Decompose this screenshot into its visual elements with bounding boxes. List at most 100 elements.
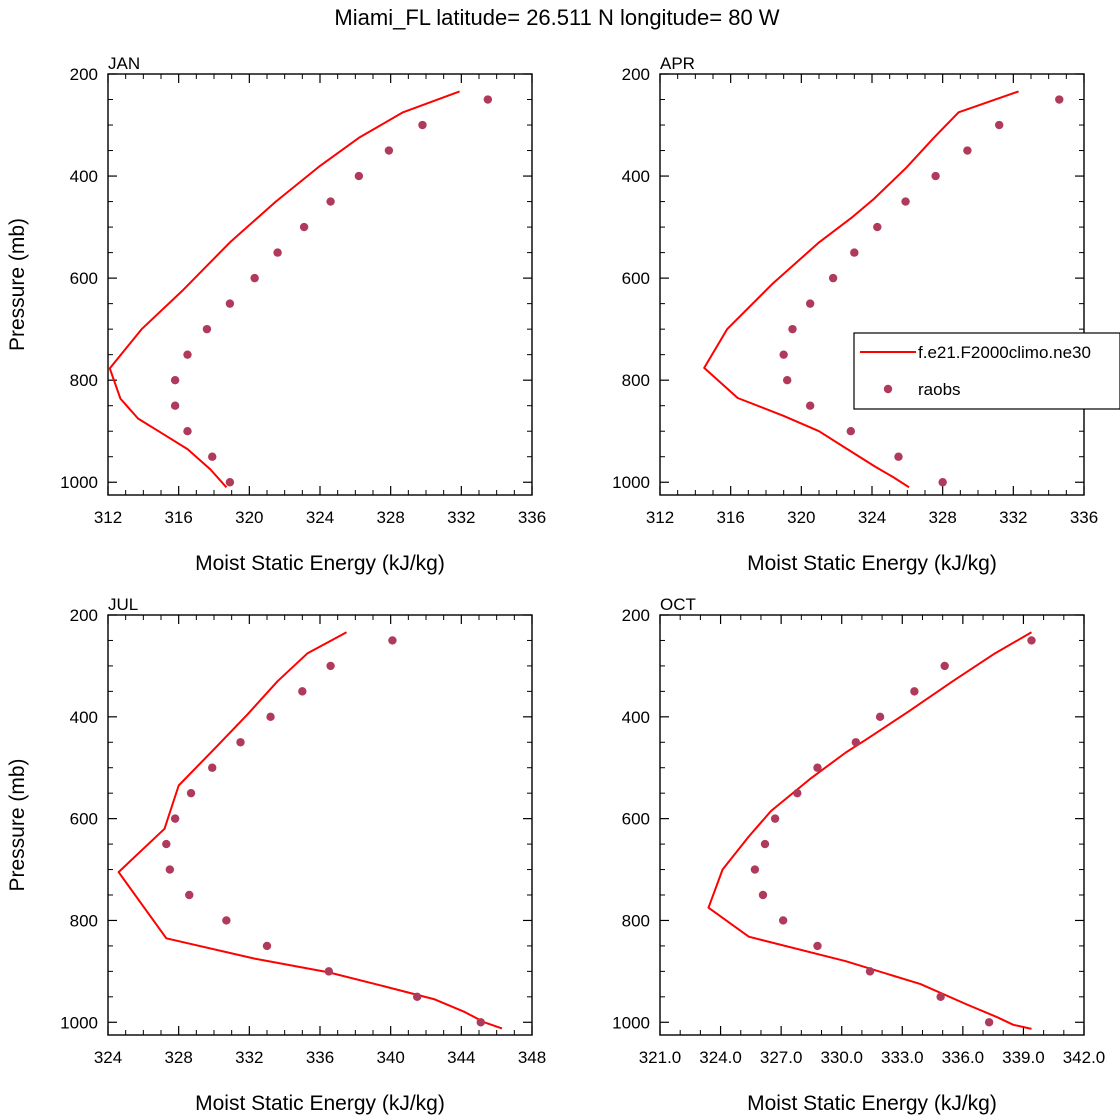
x-tick-label: 336.0 bbox=[942, 1048, 985, 1067]
obs-point bbox=[222, 916, 231, 925]
x-tick-label: 327.0 bbox=[760, 1048, 803, 1067]
x-tick-label: 339.0 bbox=[1002, 1048, 1045, 1067]
y-tick-label: 400 bbox=[622, 167, 650, 186]
obs-point bbox=[1055, 95, 1064, 104]
x-tick-label: 332 bbox=[235, 1048, 263, 1067]
panels: JAN 312 316 320 324 328 332 336 200 400 600 800 1000… bbox=[6, 54, 1105, 1115]
x-tick-label: 336 bbox=[306, 1048, 334, 1067]
obs-point bbox=[185, 890, 194, 900]
obs-point bbox=[938, 478, 947, 487]
x-tick-label: 320 bbox=[787, 508, 815, 527]
x-axis-label: Moist Static Energy (kJ/kg) bbox=[747, 552, 997, 575]
obs-point bbox=[901, 197, 910, 206]
panel-oct: OCT 321.0 324.0 327.0 330.0 333.0 336.0 339.0 34… bbox=[612, 595, 1105, 1115]
obs-point bbox=[170, 401, 180, 410]
x-tick-label: 316 bbox=[164, 508, 192, 527]
y-tick-label: 800 bbox=[622, 371, 650, 390]
obs-point bbox=[793, 788, 802, 798]
x-tick-label: 312 bbox=[94, 508, 122, 527]
chart-title: Miami_FL latitude= 26.511 N longitude= 8… bbox=[334, 5, 779, 30]
obs-point bbox=[778, 916, 788, 925]
obs-point bbox=[324, 967, 334, 976]
x-tick-label: 332 bbox=[999, 508, 1027, 527]
y-tick-label: 600 bbox=[70, 810, 98, 829]
obs-point bbox=[298, 687, 307, 696]
y-tick-label: 400 bbox=[622, 708, 650, 727]
y-tick-label: 600 bbox=[622, 269, 650, 288]
panel-label: APR bbox=[660, 54, 695, 73]
y-tick-label: 200 bbox=[70, 65, 98, 84]
obs-point bbox=[936, 992, 945, 1002]
obs-point bbox=[758, 890, 768, 900]
model-line bbox=[703, 90, 1019, 489]
obs-point bbox=[418, 120, 427, 130]
y-tick-label: 200 bbox=[70, 606, 98, 625]
obs-point bbox=[1027, 636, 1036, 645]
legend-box bbox=[853, 332, 1120, 410]
obs-point bbox=[805, 401, 815, 410]
x-tick-label: 344 bbox=[447, 1048, 475, 1067]
y-tick-label: 1000 bbox=[60, 473, 98, 492]
y-axis-label: Pressure (mb) bbox=[6, 758, 29, 891]
legend: f.e21.F2000climo.ne30 raobs bbox=[853, 332, 1120, 410]
legend-obs-label: raobs bbox=[918, 380, 961, 399]
panel-apr: APR 312 316 320 324 328 332 336 200 400 600 800 1000… bbox=[612, 54, 1098, 575]
obs-point bbox=[165, 865, 175, 874]
obs-point bbox=[963, 146, 972, 155]
obs-point bbox=[828, 273, 838, 283]
x-tick-label: 342.0 bbox=[1063, 1048, 1106, 1067]
obs-point bbox=[162, 839, 171, 849]
x-tick-label: 348 bbox=[518, 1048, 546, 1067]
plot-frame bbox=[659, 614, 1085, 1036]
obs-point bbox=[354, 171, 364, 181]
obs-point bbox=[931, 171, 940, 181]
x-tick-label: 321.0 bbox=[639, 1048, 682, 1067]
plot-frame bbox=[107, 73, 533, 496]
obs-point bbox=[225, 299, 235, 308]
obs-point bbox=[186, 788, 196, 798]
obs-point bbox=[236, 738, 245, 747]
obs-point bbox=[783, 375, 792, 385]
obs-point bbox=[326, 661, 335, 671]
model-line bbox=[108, 90, 460, 488]
obs-point bbox=[850, 248, 859, 257]
obs-point bbox=[813, 941, 822, 951]
panel-jul: JUL 324 328 332 336 340 344 348 200 400 600 800 1000… bbox=[6, 595, 546, 1115]
obs-point bbox=[995, 120, 1004, 130]
obs-point bbox=[846, 427, 855, 436]
plot-frame bbox=[659, 73, 1085, 496]
y-tick-label: 1000 bbox=[60, 1013, 98, 1032]
x-tick-label: 330.0 bbox=[820, 1048, 863, 1067]
x-tick-label: 320 bbox=[235, 508, 263, 527]
y-tick-label: 200 bbox=[622, 606, 650, 625]
panel-label: JAN bbox=[108, 54, 140, 73]
x-axis-label: Moist Static Energy (kJ/kg) bbox=[195, 552, 445, 575]
obs-point bbox=[851, 738, 861, 747]
model-line bbox=[707, 631, 1032, 1030]
obs-point bbox=[208, 452, 217, 461]
x-tick-label: 324 bbox=[306, 508, 334, 527]
obs-point bbox=[873, 222, 882, 232]
obs-point bbox=[760, 839, 770, 849]
y-tick-label: 800 bbox=[70, 371, 98, 390]
obs-point bbox=[483, 95, 493, 104]
obs-point bbox=[208, 763, 217, 772]
obs-point bbox=[183, 427, 192, 436]
obs-point bbox=[388, 636, 397, 645]
x-tick-label: 324 bbox=[858, 508, 886, 527]
y-axis-label: Pressure (mb) bbox=[6, 218, 29, 351]
y-tick-label: 600 bbox=[622, 810, 650, 829]
y-tick-label: 600 bbox=[70, 269, 98, 288]
panel-label: OCT bbox=[660, 595, 696, 614]
obs-point bbox=[273, 248, 282, 257]
obs-point bbox=[984, 1018, 994, 1027]
obs-point bbox=[262, 941, 272, 951]
obs-point bbox=[170, 814, 180, 823]
obs-point bbox=[299, 222, 309, 232]
x-tick-label: 336 bbox=[1070, 508, 1098, 527]
y-tick-label: 200 bbox=[622, 65, 650, 84]
x-axis-label: Moist Static Energy (kJ/kg) bbox=[747, 1092, 997, 1115]
x-tick-label: 340 bbox=[376, 1048, 404, 1067]
x-tick-label: 324 bbox=[94, 1048, 122, 1067]
